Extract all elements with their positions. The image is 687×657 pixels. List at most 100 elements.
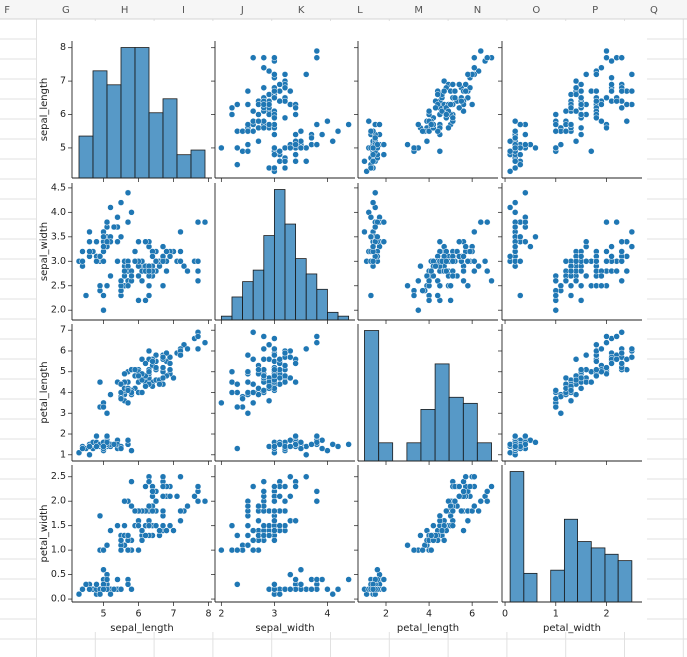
scatter-point	[374, 233, 381, 241]
scatter-point	[628, 353, 636, 361]
scatter-point	[511, 243, 519, 250]
column-header: J	[240, 5, 244, 16]
scatter-point	[177, 228, 184, 236]
scatter-point	[483, 218, 491, 226]
histogram-bar	[120, 47, 136, 179]
scatter-point	[117, 277, 125, 285]
scatter-point	[86, 451, 93, 459]
scatter-point	[142, 360, 149, 367]
y-tick-label: 6	[60, 109, 66, 120]
scatter-point	[455, 238, 463, 245]
scatter-point	[376, 121, 383, 128]
scatter-point	[464, 517, 472, 525]
scatter-point	[194, 497, 202, 505]
scatter-point	[249, 127, 257, 135]
scatter-point	[522, 189, 529, 197]
scatter-point	[234, 403, 241, 411]
histogram-bar	[92, 70, 108, 179]
subplot	[498, 183, 642, 324]
scatter-point	[313, 54, 321, 61]
scatter-point	[511, 164, 519, 172]
scatter-point	[180, 341, 188, 349]
scatter-point	[255, 117, 262, 125]
scatter-point	[103, 410, 111, 417]
scatter-point	[552, 144, 560, 152]
x-tick-label: 5	[100, 609, 106, 620]
scatter-point	[423, 137, 431, 145]
scatter-point	[593, 87, 600, 95]
scatter-point	[292, 104, 299, 112]
scatter-point	[271, 537, 278, 544]
scatter-point	[369, 258, 377, 265]
scatter-point	[582, 272, 590, 280]
scatter-point	[265, 67, 273, 75]
y-tick-label: 3.5	[51, 231, 66, 242]
scatter-point	[260, 532, 268, 539]
scatter-point	[417, 262, 424, 270]
scatter-point	[86, 248, 93, 255]
scatter-point	[425, 297, 433, 304]
scatter-point	[297, 566, 305, 573]
scatter-point	[458, 507, 465, 515]
scatter-point	[292, 151, 299, 158]
scatter-point	[218, 546, 225, 554]
column-header: H	[121, 5, 129, 16]
scatter-point	[244, 368, 252, 375]
scatter-point	[324, 586, 331, 593]
scatter-point	[345, 576, 352, 583]
scatter-point	[271, 151, 278, 158]
y-tick-label: 3	[60, 408, 66, 419]
scatter-point	[522, 141, 529, 148]
scatter-point	[110, 586, 118, 593]
scatter-point	[367, 292, 375, 299]
scatter-point	[159, 473, 167, 480]
scatter-point	[265, 383, 273, 390]
scatter-point	[455, 483, 463, 490]
scatter-point	[577, 282, 585, 289]
scatter-point	[249, 546, 257, 554]
scatter-point	[313, 432, 321, 440]
y-tick-label: 8	[60, 42, 66, 53]
scatter-point	[145, 347, 153, 355]
scatter-point	[334, 586, 342, 593]
scatter-point	[260, 387, 268, 394]
scatter-point	[191, 493, 198, 500]
scatter-point	[361, 158, 368, 165]
scatter-point	[582, 258, 590, 265]
scatter-point	[572, 84, 580, 92]
scatter-point	[380, 151, 388, 158]
scatter-point	[471, 267, 478, 275]
scatter-point	[483, 488, 491, 495]
scatter-point	[292, 432, 299, 440]
scatter-point	[159, 374, 167, 382]
scatter-point	[100, 258, 107, 265]
scatter-point	[318, 445, 326, 452]
scatter-point	[292, 483, 299, 490]
scatter-point	[517, 121, 524, 128]
scatter-point	[572, 91, 580, 98]
scatter-point	[135, 546, 142, 554]
scatter-point	[577, 253, 585, 260]
x-axis-label: sepal_length	[110, 623, 174, 634]
scatter-point	[271, 443, 278, 450]
scatter-point	[603, 364, 610, 371]
scatter-point	[427, 532, 435, 539]
scatter-point	[287, 353, 294, 361]
scatter-point	[234, 532, 241, 539]
scatter-point	[511, 209, 519, 216]
scatter-point	[292, 158, 299, 165]
scatter-point	[145, 478, 153, 485]
scatter-point	[244, 87, 252, 95]
scatter-point	[287, 473, 294, 480]
scatter-point	[562, 107, 570, 115]
scatter-point	[593, 341, 600, 349]
scatter-point	[152, 258, 160, 265]
scatter-point	[117, 537, 125, 544]
scatter-point	[410, 292, 418, 299]
x-tick-label: 3	[271, 609, 277, 620]
scatter-point	[287, 443, 294, 450]
scatter-point	[415, 121, 422, 128]
scatter-point	[449, 507, 457, 515]
scatter-point	[618, 349, 625, 357]
